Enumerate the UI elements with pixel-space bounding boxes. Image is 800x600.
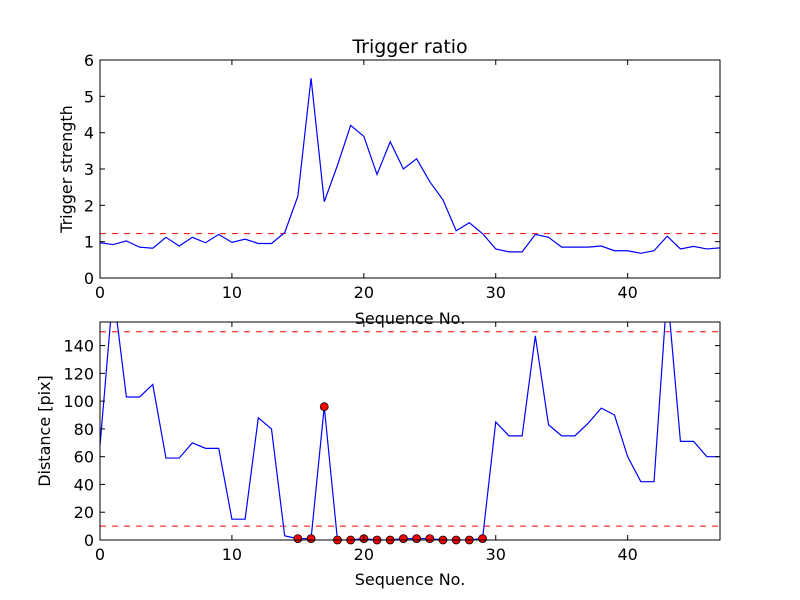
x-tick-label: 10: [222, 545, 242, 564]
y-tick-label: 2: [84, 196, 94, 215]
data-point-marker: [425, 534, 435, 544]
data-point-marker: [412, 534, 421, 544]
y-tick-label: 0: [84, 269, 94, 288]
y-tick-label: 0: [84, 531, 94, 550]
x-tick-label: 10: [222, 283, 242, 302]
y-tick-label: 40: [74, 475, 94, 494]
plot-frame: [99, 321, 721, 541]
bottom-y-axis-label: Distance [pix]: [35, 375, 54, 487]
x-tick-label: 30: [486, 283, 506, 302]
distance-plot: Distance [pix] Sequence No. 0 10 20 30 40 0 20…: [35, 321, 721, 589]
data-point-marker: [319, 402, 329, 412]
top-x-axis-label: Sequence No.: [355, 309, 466, 328]
top-y-axis-label: Trigger strength: [57, 105, 76, 234]
x-tick-label: 0: [95, 283, 105, 302]
data-point-marker: [399, 534, 408, 544]
data-point-marker: [478, 534, 487, 544]
x-tick-label: 30: [486, 545, 506, 564]
y-tick-label: 4: [84, 124, 94, 143]
series-line: [100, 78, 720, 254]
chart-title: Trigger ratio: [351, 36, 467, 58]
data-point-marker: [306, 534, 316, 544]
y-tick-label: 6: [84, 51, 94, 70]
series-line: [100, 322, 720, 540]
y-tick-label: 20: [74, 503, 94, 522]
x-tick-label: 40: [617, 283, 637, 302]
y-tick-label: 100: [63, 392, 94, 411]
y-tick-label: 120: [63, 364, 94, 383]
x-tick-label: 40: [617, 545, 637, 564]
y-tick-label: 3: [84, 160, 94, 179]
y-tick-label: 140: [63, 337, 94, 356]
x-tick-label: 20: [354, 283, 374, 302]
y-tick-label: 5: [84, 87, 94, 106]
y-tick-label: 80: [74, 420, 94, 439]
data-point-marker: [293, 534, 303, 544]
x-tick-label: 0: [95, 545, 105, 564]
y-tick-label: 60: [74, 448, 94, 467]
bottom-x-axis-label: Sequence No.: [355, 570, 466, 589]
y-tick-label: 1: [84, 233, 94, 252]
plot-frame: [99, 59, 721, 279]
x-tick-label: 20: [354, 545, 374, 564]
trigger-ratio-plot: Trigger ratio Trigger strength Sequence …: [57, 36, 721, 328]
